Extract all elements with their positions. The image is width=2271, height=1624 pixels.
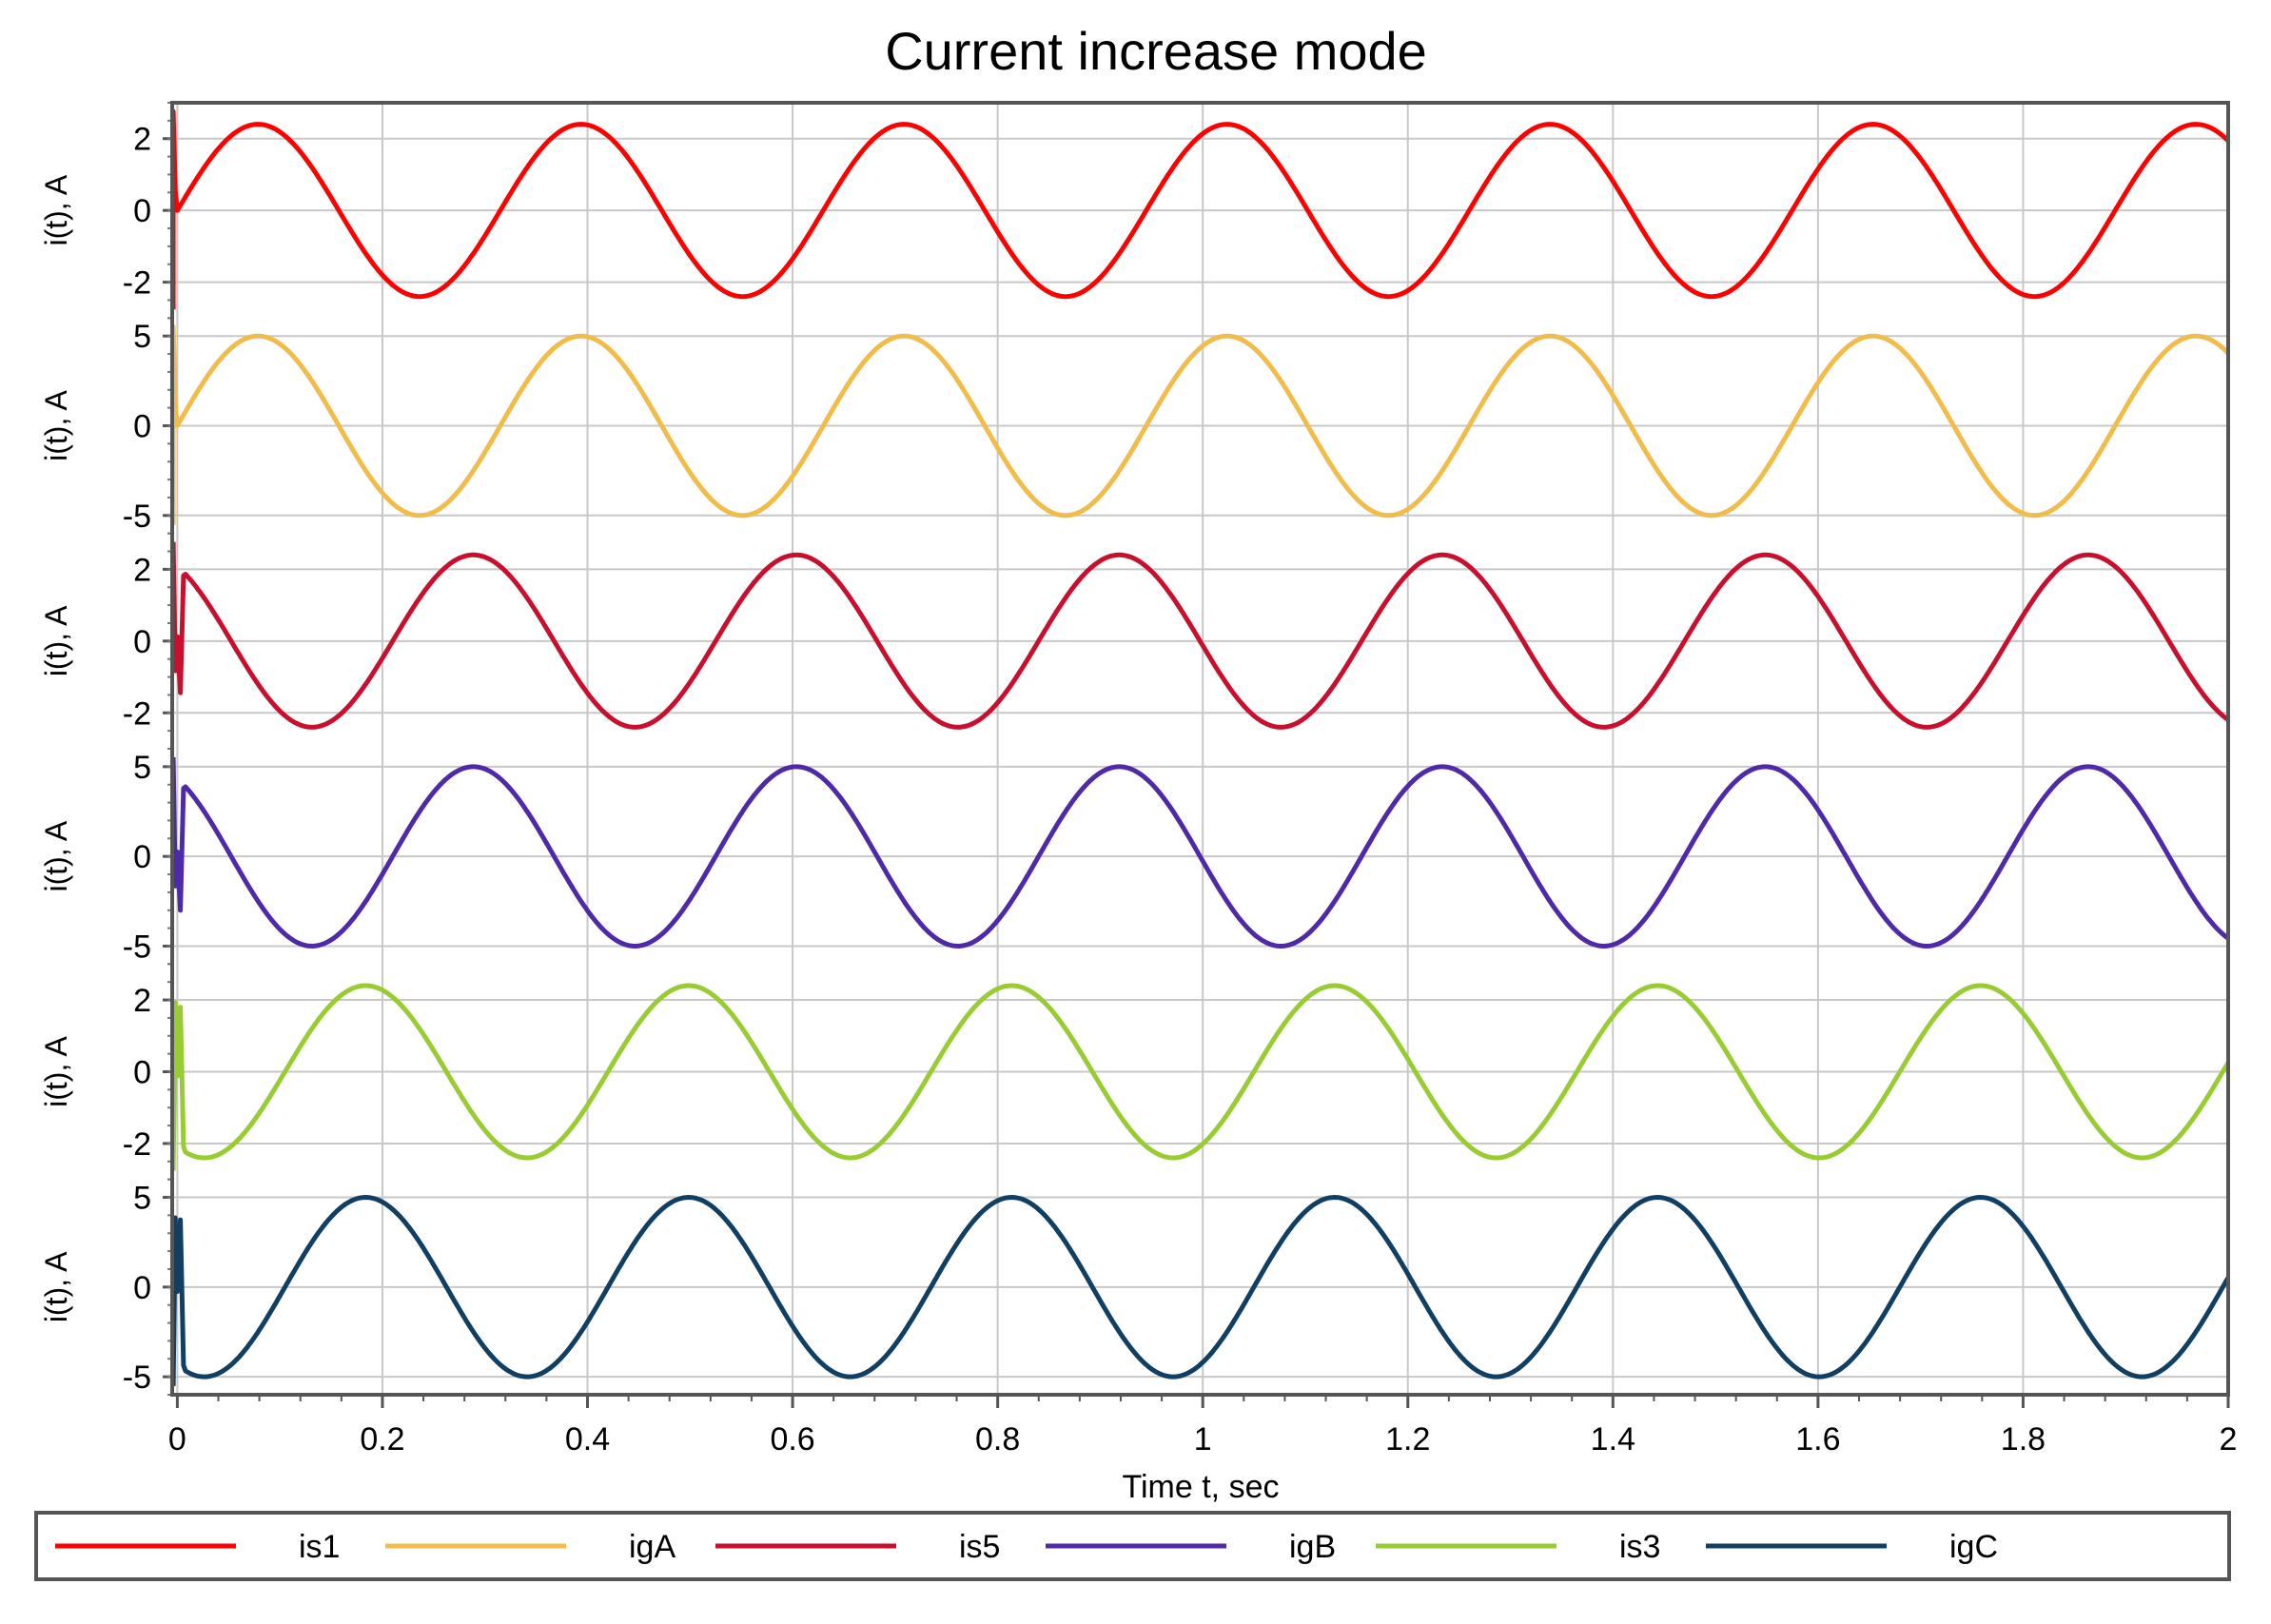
chart-title: Current increase mode bbox=[885, 21, 1427, 81]
legend-label-igC: igC bbox=[1949, 1529, 1998, 1565]
y-tick-label: 0 bbox=[133, 409, 151, 445]
y-tick-label: -2 bbox=[123, 1126, 151, 1163]
y-tick-label: 2 bbox=[133, 552, 151, 588]
y-tick-label: -2 bbox=[123, 695, 151, 732]
y-tick-label: -2 bbox=[123, 265, 151, 302]
x-tick-label: 0.4 bbox=[565, 1421, 610, 1458]
y-axis-label: i(t), A bbox=[39, 1251, 73, 1322]
series-line-igC bbox=[170, 1195, 2231, 1386]
y-tick-label: 0 bbox=[133, 1270, 151, 1306]
y-tick-label: 0 bbox=[133, 193, 151, 229]
legend-label-igB: igB bbox=[1289, 1529, 1336, 1565]
series-line-igB bbox=[170, 757, 2230, 949]
series-line-is3 bbox=[170, 983, 2231, 1171]
y-axis-label: i(t), A bbox=[39, 174, 73, 245]
y-tick-label: -5 bbox=[123, 499, 151, 535]
x-tick-label: 1.2 bbox=[1385, 1421, 1430, 1458]
series-line-is1 bbox=[170, 108, 2230, 310]
legend-label-igA: igA bbox=[629, 1529, 675, 1565]
x-tick-label: 0 bbox=[168, 1421, 186, 1458]
legend: is1 igA is5 igB is3 igC bbox=[34, 1511, 2231, 1581]
y-tick-label: 0 bbox=[133, 839, 151, 875]
y-axis-label: i(t), A bbox=[39, 1036, 73, 1107]
y-tick-label: 5 bbox=[133, 319, 151, 355]
x-tick-label: 1 bbox=[1194, 1421, 1212, 1458]
y-tick-label: 2 bbox=[133, 983, 151, 1019]
y-tick-label: 2 bbox=[133, 122, 151, 158]
y-axis-label: i(t), A bbox=[39, 390, 73, 461]
x-tick-label: 2 bbox=[2220, 1421, 2238, 1458]
legend-label-is1: is1 bbox=[299, 1529, 340, 1565]
axes: 0 0.2 0.4 0.6 0.8 1 1.2 1.4 1.6 1.8 2 -2 0 2 i(t), A -5… bbox=[39, 102, 2238, 1458]
series-line-igA bbox=[170, 323, 2230, 525]
series-lines bbox=[170, 108, 2231, 1386]
y-tick-label: 5 bbox=[133, 1181, 151, 1217]
y-tick-label: 5 bbox=[133, 750, 151, 786]
x-tick-label: 0.8 bbox=[975, 1421, 1020, 1458]
x-tick-label: 1.6 bbox=[1795, 1421, 1840, 1458]
x-tick-label: 1.8 bbox=[2001, 1421, 2046, 1458]
x-tick-label: 0.6 bbox=[770, 1421, 814, 1458]
y-tick-label: -5 bbox=[123, 1360, 151, 1396]
legend-label-is5: is5 bbox=[959, 1529, 1000, 1565]
y-axis-label: i(t), A bbox=[39, 820, 73, 891]
y-tick-label: 0 bbox=[133, 1055, 151, 1091]
plot-frame bbox=[170, 101, 2230, 1397]
x-tick-label: 0.2 bbox=[360, 1421, 404, 1458]
y-axis-label: i(t), A bbox=[39, 605, 73, 676]
x-axis-label: Time t, sec bbox=[1123, 1469, 1280, 1505]
legend-label-is3: is3 bbox=[1619, 1529, 1660, 1565]
series-line-is5 bbox=[170, 541, 2230, 730]
y-tick-label: 0 bbox=[133, 624, 151, 660]
x-tick-label: 1.4 bbox=[1591, 1421, 1635, 1458]
y-tick-label: -5 bbox=[123, 929, 151, 965]
